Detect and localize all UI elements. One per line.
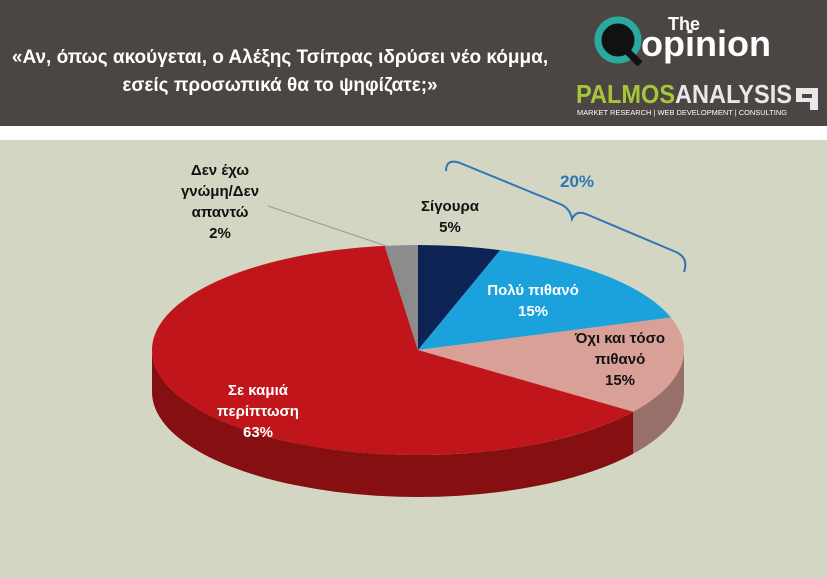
title: «Αν, όπως ακούγεται, ο Αλέξης Τσίπρας ιδ… xyxy=(11,47,549,96)
slice xyxy=(151,245,634,456)
category-label: Σίγουρα xyxy=(421,198,479,215)
slice xyxy=(418,250,671,350)
category-label: Όχι και τόσο πιθανό xyxy=(574,330,666,368)
bracket xyxy=(445,160,687,273)
leader-line xyxy=(267,205,399,251)
logo-brand-a: PALMOS xyxy=(576,79,675,109)
slice-side xyxy=(152,350,634,498)
value-label: 15% xyxy=(517,303,549,320)
logo-mark xyxy=(796,88,818,110)
category-label: Δεν έχω γνώμη/Δεν απαντώ xyxy=(180,162,260,221)
separator xyxy=(0,126,827,140)
value-label: 2% xyxy=(209,225,231,242)
logo-big: opinion xyxy=(641,23,771,64)
slice-side xyxy=(633,350,684,454)
logo-small: The xyxy=(668,14,700,34)
data-label: Όχι και τόσο πιθανό 15% xyxy=(560,328,680,391)
annotation: 20% xyxy=(559,172,595,191)
value-label: 5% xyxy=(439,219,461,236)
logo-icon xyxy=(594,16,642,64)
logo-icon xyxy=(625,49,643,67)
logo-brand: PALMOSANALYSIS xyxy=(576,79,792,109)
data-label: Δεν έχω γνώμη/Δεν απαντώ 2% xyxy=(165,160,275,244)
slice xyxy=(418,245,501,350)
category-label: Σε καμιά περίπτωση xyxy=(217,382,299,420)
slice xyxy=(384,245,418,350)
value-label: 15% xyxy=(604,372,636,389)
data-label: Σίγουρα 5% xyxy=(395,196,505,238)
header xyxy=(0,0,827,126)
slice xyxy=(418,317,684,412)
data-label: Πολύ πιθανό 15% xyxy=(468,280,598,322)
logo-brand-b: ANALYSIS xyxy=(675,79,792,109)
data-label: Σε καμιά περίπτωση 63% xyxy=(193,380,323,443)
category-label: Πολύ πιθανό xyxy=(487,282,579,299)
logo-tagline: MARKET RESEARCH | WEB DEVELOPMENT | CONS… xyxy=(577,110,787,117)
value-label: 63% xyxy=(242,424,274,441)
